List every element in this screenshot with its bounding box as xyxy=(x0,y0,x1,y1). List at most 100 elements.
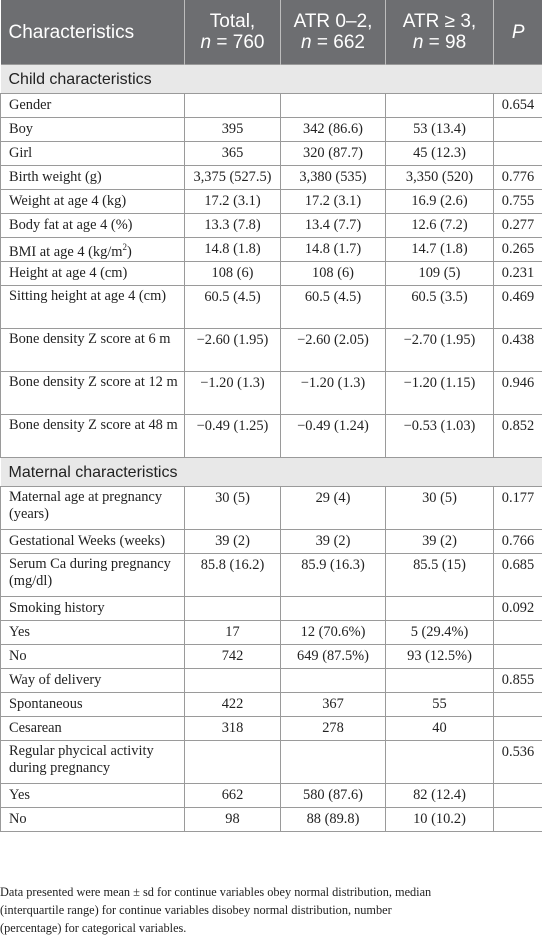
cell-atr-3-plus: 10 (10.2) xyxy=(385,807,494,832)
table-row: Body fat at age 4 (%) 13.3 (7.8) 13.4 (7.7… xyxy=(0,213,542,238)
row-label: No xyxy=(0,807,185,832)
cell-total: 318 xyxy=(184,716,281,741)
cell-atr-3-plus: 93 (12.5%) xyxy=(385,644,494,669)
cell-total: 662 xyxy=(184,783,281,808)
cell-atr-0-2: 12 (70.6%) xyxy=(280,620,386,645)
section-row-child: Child characteristics xyxy=(0,64,542,94)
cell-total: 108 (6) xyxy=(184,261,281,286)
cell-p-value xyxy=(493,783,542,808)
cell-total: −1.20 (1.3) xyxy=(184,371,281,415)
table-row: Birth weight (g) 3,375 (527.5) 3,380 (535)… xyxy=(0,165,542,190)
cell-p-value xyxy=(493,620,542,645)
cell-atr-0-2: 278 xyxy=(280,716,386,741)
cell-total: 39 (2) xyxy=(184,529,281,554)
table-row: Boy 395 342 (86.6) 53 (13.4) xyxy=(0,117,542,142)
cell-atr-3-plus xyxy=(385,596,494,621)
cell-total: 13.3 (7.8) xyxy=(184,213,281,238)
table-row: No 98 88 (89.8) 10 (10.2) xyxy=(0,807,542,832)
row-label: Smoking history xyxy=(0,596,185,621)
cell-total: 14.8 (1.8) xyxy=(184,237,281,262)
row-label: Gestational Weeks (weeks) xyxy=(0,529,185,554)
header-atr-0-2: ATR 0–2, n = 662 xyxy=(280,0,386,65)
table-row: Height at age 4 (cm) 108 (6) 108 (6) 109 (5… xyxy=(0,261,542,286)
row-label: Maternal age at pregnancy (years) xyxy=(0,486,185,530)
cell-atr-0-2: 13.4 (7.7) xyxy=(280,213,386,238)
cell-p-value: 0.277 xyxy=(493,213,542,238)
cell-total xyxy=(184,668,281,693)
row-label: Way of delivery xyxy=(0,668,185,693)
row-label: No xyxy=(0,644,185,669)
row-label: Spontaneous xyxy=(0,692,185,717)
cell-total: 395 xyxy=(184,117,281,142)
table-row: Bone density Z score at 12 m −1.20 (1.3) −… xyxy=(0,371,542,415)
cell-atr-3-plus xyxy=(385,668,494,693)
cell-atr-3-plus: −0.53 (1.03) xyxy=(385,414,494,458)
cell-atr-3-plus: 16.9 (2.6) xyxy=(385,189,494,214)
table-row: Bone density Z score at 6 m −2.60 (1.95) −… xyxy=(0,328,542,372)
cell-total: 17.2 (3.1) xyxy=(184,189,281,214)
cell-total: 60.5 (4.5) xyxy=(184,285,281,329)
row-label: Girl xyxy=(0,141,185,166)
table-row: Serum Ca during pregnancy (mg/dl) 85.8 (1… xyxy=(0,553,542,597)
cell-atr-0-2: 108 (6) xyxy=(280,261,386,286)
cell-atr-3-plus xyxy=(385,93,494,118)
row-label: Height at age 4 (cm) xyxy=(0,261,185,286)
row-label: Sitting height at age 4 (cm) xyxy=(0,285,185,329)
cell-total: 422 xyxy=(184,692,281,717)
cell-atr-3-plus: 12.6 (7.2) xyxy=(385,213,494,238)
cell-p-value: 0.766 xyxy=(493,529,542,554)
section-title-maternal: Maternal characteristics xyxy=(0,457,542,487)
cell-total: 3,375 (527.5) xyxy=(184,165,281,190)
cell-p-value: 0.685 xyxy=(493,553,542,597)
row-label: Serum Ca during pregnancy (mg/dl) xyxy=(0,553,185,597)
cell-p-value: 0.092 xyxy=(493,596,542,621)
cell-p-value: 0.438 xyxy=(493,328,542,372)
cell-atr-3-plus: −1.20 (1.15) xyxy=(385,371,494,415)
header-atr-3-plus: ATR ≥ 3, n = 98 xyxy=(385,0,494,65)
header-p-value: P xyxy=(493,0,542,65)
cell-total: −2.60 (1.95) xyxy=(184,328,281,372)
table-row: Weight at age 4 (kg) 17.2 (3.1) 17.2 (3.1)… xyxy=(0,189,542,214)
cell-p-value xyxy=(493,692,542,717)
cell-atr-3-plus: 40 xyxy=(385,716,494,741)
table-row: No 742 649 (87.5%) 93 (12.5%) xyxy=(0,644,542,669)
footnote-line: (interquartile range) for continue varia… xyxy=(0,903,392,917)
cell-total xyxy=(184,93,281,118)
row-label: BMI at age 4 (kg/m2) xyxy=(0,237,185,262)
cell-atr-0-2: 320 (87.7) xyxy=(280,141,386,166)
cell-atr-0-2: 17.2 (3.1) xyxy=(280,189,386,214)
cell-p-value: 0.755 xyxy=(493,189,542,214)
cell-p-value xyxy=(493,716,542,741)
table-row: Maternal age at pregnancy (years) 30 (5) 2… xyxy=(0,486,542,530)
cell-atr-0-2: 649 (87.5%) xyxy=(280,644,386,669)
cell-atr-0-2: −0.49 (1.24) xyxy=(280,414,386,458)
row-label: Cesarean xyxy=(0,716,185,741)
cell-p-value: 0.852 xyxy=(493,414,542,458)
cell-total: 85.8 (16.2) xyxy=(184,553,281,597)
cell-atr-0-2: −2.60 (2.05) xyxy=(280,328,386,372)
cell-p-value: 0.265 xyxy=(493,237,542,262)
table-row: Spontaneous 422 367 55 xyxy=(0,692,542,717)
cell-atr-3-plus: 5 (29.4%) xyxy=(385,620,494,645)
cell-total xyxy=(184,740,281,784)
footnote-line: Data presented were mean ± sd for contin… xyxy=(0,885,432,899)
row-label: Bone density Z score at 48 m xyxy=(0,414,185,458)
table-row: Bone density Z score at 48 m −0.49 (1.25)… xyxy=(0,414,542,458)
row-label: Body fat at age 4 (%) xyxy=(0,213,185,238)
cell-atr-0-2: 29 (4) xyxy=(280,486,386,530)
table-header-row: Characteristics Total, n = 760 ATR 0–2, n … xyxy=(0,0,542,65)
cell-atr-3-plus: 39 (2) xyxy=(385,529,494,554)
cell-p-value: 0.536 xyxy=(493,740,542,784)
cell-atr-0-2 xyxy=(280,740,386,784)
section-row-maternal: Maternal characteristics xyxy=(0,457,542,487)
row-label: Birth weight (g) xyxy=(0,165,185,190)
cell-atr-3-plus: 53 (13.4) xyxy=(385,117,494,142)
cell-atr-3-plus: 85.5 (15) xyxy=(385,553,494,597)
row-label: Bone density Z score at 6 m xyxy=(0,328,185,372)
cell-p-value xyxy=(493,117,542,142)
cell-atr-0-2 xyxy=(280,596,386,621)
row-label: Weight at age 4 (kg) xyxy=(0,189,185,214)
characteristics-table: Characteristics Total, n = 760 ATR 0–2, n … xyxy=(0,0,542,832)
cell-total: −0.49 (1.25) xyxy=(184,414,281,458)
cell-p-value xyxy=(493,141,542,166)
